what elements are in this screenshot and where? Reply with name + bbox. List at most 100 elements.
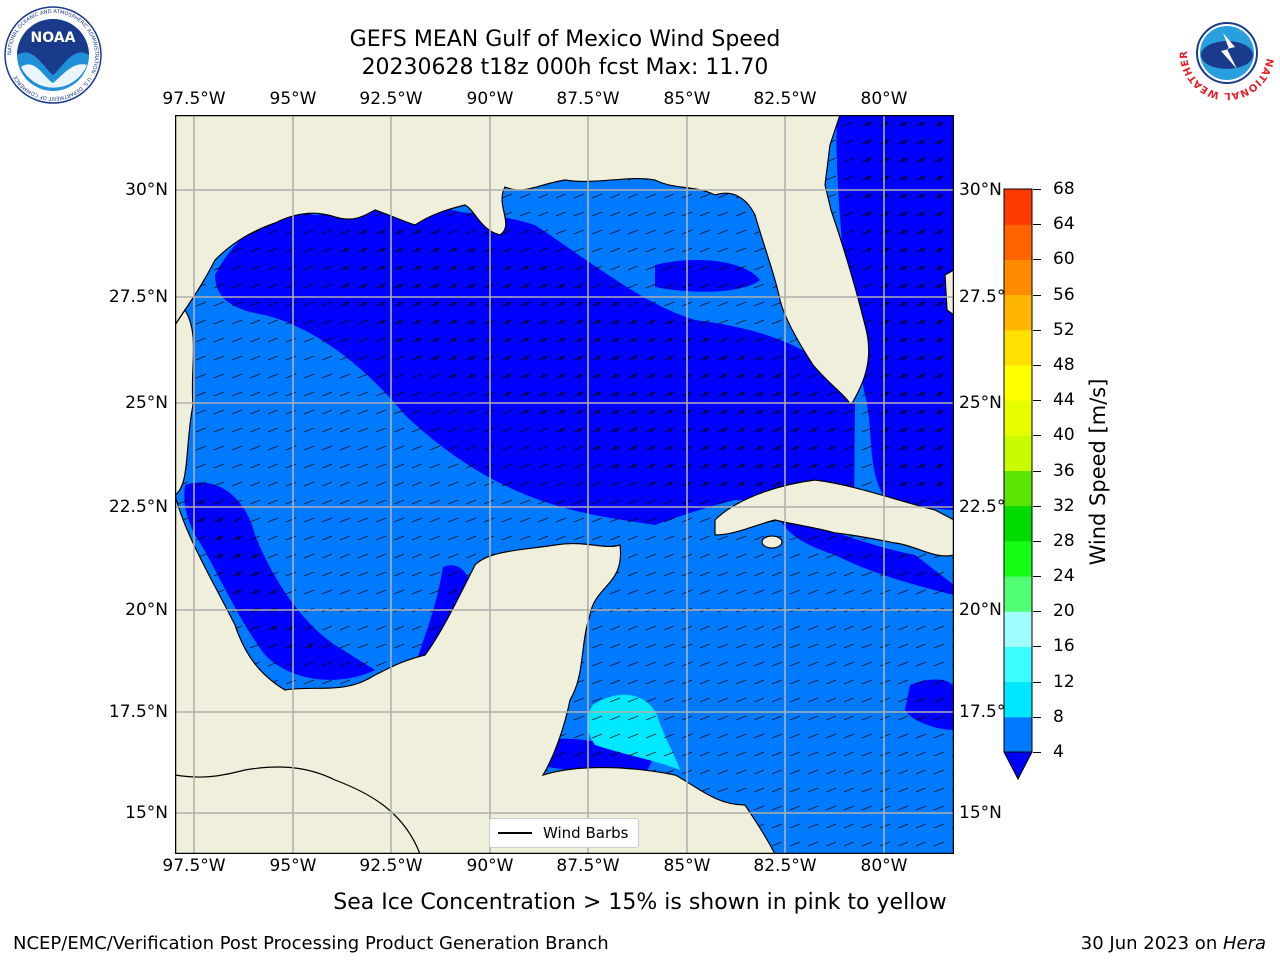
colorbar-tick-label: 20	[1053, 601, 1075, 622]
colorbar-tick-label: 48	[1053, 354, 1075, 375]
colorbar-tick-mark	[1033, 224, 1041, 226]
lat-label-right: 17.5°N	[959, 702, 1019, 722]
lon-label-top: 85°W	[663, 89, 711, 109]
colorbar-tick-mark	[1033, 752, 1041, 753]
lon-label-top: 90°W	[466, 89, 514, 109]
lon-label-bottom: 92.5°W	[359, 856, 423, 876]
colorbar-tick-label: 12	[1053, 671, 1075, 692]
colorbar-tick-label: 8	[1053, 706, 1064, 727]
lat-label-left: 25°N	[125, 393, 168, 413]
colorbar-tick-mark	[1033, 646, 1041, 648]
chart-subtitle: 20230628 t18z 000h fcst Max: 11.70	[361, 55, 769, 80]
legend-label: Wind Barbs	[543, 824, 629, 842]
colorbar-tick-label: 56	[1053, 284, 1075, 305]
lon-label-bottom: 87.5°W	[556, 856, 620, 876]
lon-label-bottom: 85°W	[663, 856, 711, 876]
colorbar-segment	[1004, 681, 1032, 718]
lon-label-bottom: 80°W	[860, 856, 908, 876]
colorbar-tick-mark	[1033, 400, 1041, 402]
lat-label-left: 30°N	[125, 180, 168, 200]
colorbar-extend-triangle	[1003, 751, 1033, 781]
legend-wind-barb-line	[498, 832, 532, 834]
colorbar-tick-label: 4	[1053, 742, 1064, 762]
lat-label-left: 17.5°N	[108, 702, 168, 722]
colorbar-tick-label: 68	[1053, 179, 1075, 199]
colorbar-segment	[1004, 224, 1032, 260]
colorbar-segment	[1004, 505, 1032, 542]
lon-label-bottom: 90°W	[466, 856, 514, 876]
colorbar-tick-label: 36	[1053, 460, 1075, 481]
lon-label-top: 82.5°W	[753, 89, 817, 109]
lat-label-left: 22.5°N	[108, 497, 168, 517]
colorbar-tick-mark	[1033, 435, 1041, 437]
lon-label-top: 97.5°W	[162, 89, 226, 109]
colorbar-tick-mark	[1033, 505, 1041, 507]
lon-label-top: 87.5°W	[556, 89, 620, 109]
calm-markers-central	[335, 228, 835, 496]
colorbar-tick-mark	[1033, 470, 1041, 472]
colorbar-tick-mark	[1033, 294, 1041, 296]
colorbar-tick-label: 24	[1053, 566, 1075, 587]
colorbar-segment	[1004, 364, 1032, 401]
colorbar	[1003, 188, 1033, 781]
lat-label-right: 20°N	[959, 600, 1002, 620]
colorbar-tick-label: 32	[1053, 495, 1075, 516]
colorbar-tick-mark	[1033, 259, 1041, 261]
sea-ice-footnote: Sea Ice Concentration > 15% is shown in …	[0, 890, 1280, 915]
lat-label-right: 27.5°N	[959, 287, 1019, 307]
gridlines	[175, 115, 954, 854]
credit-right: 30 Jun 2023 on Hera	[1081, 933, 1266, 954]
colorbar-tick-mark	[1033, 576, 1041, 578]
land-bahamas	[944, 269, 954, 316]
colorbar-tick-label: 44	[1053, 390, 1075, 411]
colorbar-frame	[1003, 188, 1033, 753]
colorbar-tick-mark	[1033, 189, 1041, 190]
colorbar-label: Wind Speed [m/s]	[1086, 378, 1110, 566]
credit-machine: Hera	[1222, 933, 1266, 954]
colorbar-segment	[1004, 400, 1032, 436]
chart-title: GEFS MEAN Gulf of Mexico Wind Speed	[349, 27, 781, 52]
nws-logo: NATIONAL WEATHER SERVICE	[1177, 3, 1275, 101]
lat-label-left: 15°N	[125, 803, 168, 823]
calm-markers-campeche	[195, 495, 345, 663]
colorbar-tick-label: 64	[1053, 214, 1075, 235]
noaa-logo: NOAA NATIONAL OCEANIC AND ATMOSPHERIC AD…	[4, 6, 102, 104]
colorbar-tick-mark	[1033, 540, 1041, 542]
lat-label-right: 25°N	[959, 393, 1002, 413]
colorbar-tick-label: 28	[1053, 530, 1075, 551]
colorbar-segment	[1004, 435, 1032, 471]
colorbar-segment	[1004, 329, 1032, 366]
lon-label-bottom: 97.5°W	[162, 856, 226, 876]
land-isla-juventud	[761, 535, 783, 549]
land-mexico-south	[175, 494, 776, 854]
colorbar-segment	[1004, 294, 1032, 331]
colorbar-segment	[1004, 540, 1032, 577]
lon-label-bottom: 95°W	[269, 856, 317, 876]
colorbar-tick-mark	[1033, 611, 1041, 613]
lon-label-bottom: 82.5°W	[753, 856, 817, 876]
sea-ice-footnote-text: Sea Ice Concentration > 15% is shown in …	[333, 890, 947, 915]
colorbar-tick-mark	[1033, 681, 1041, 683]
map-frame	[175, 115, 954, 854]
colorbar-segment	[1004, 259, 1032, 296]
lat-label-right: 30°N	[959, 180, 1002, 200]
legend: Wind Barbs	[489, 818, 639, 848]
colorbar-segment	[1004, 646, 1032, 683]
colorbar-segment	[1004, 716, 1032, 753]
credit-left: NCEP/EMC/Verification Post Processing Pr…	[13, 933, 609, 954]
lon-label-top: 92.5°W	[359, 89, 423, 109]
colorbar-tick-mark	[1033, 716, 1041, 718]
colorbar-tick-label: 52	[1053, 319, 1075, 340]
colorbar-tick-label: 16	[1053, 636, 1075, 657]
colorbar-tick-label: 60	[1053, 249, 1075, 270]
land-united-states	[175, 115, 870, 407]
calm-markers-atlantic	[865, 115, 954, 495]
colorbar-segment	[1004, 576, 1032, 612]
credit-date: 30 Jun 2023 on	[1080, 933, 1223, 954]
colorbar-segment	[1004, 189, 1032, 225]
colorbar-tick-label: 40	[1053, 425, 1075, 446]
noaa-logo-text: NOAA	[31, 30, 76, 46]
lat-label-left: 20°N	[125, 600, 168, 620]
colorbar-tick-mark	[1033, 364, 1041, 366]
colorbar-tick-mark	[1033, 329, 1041, 331]
